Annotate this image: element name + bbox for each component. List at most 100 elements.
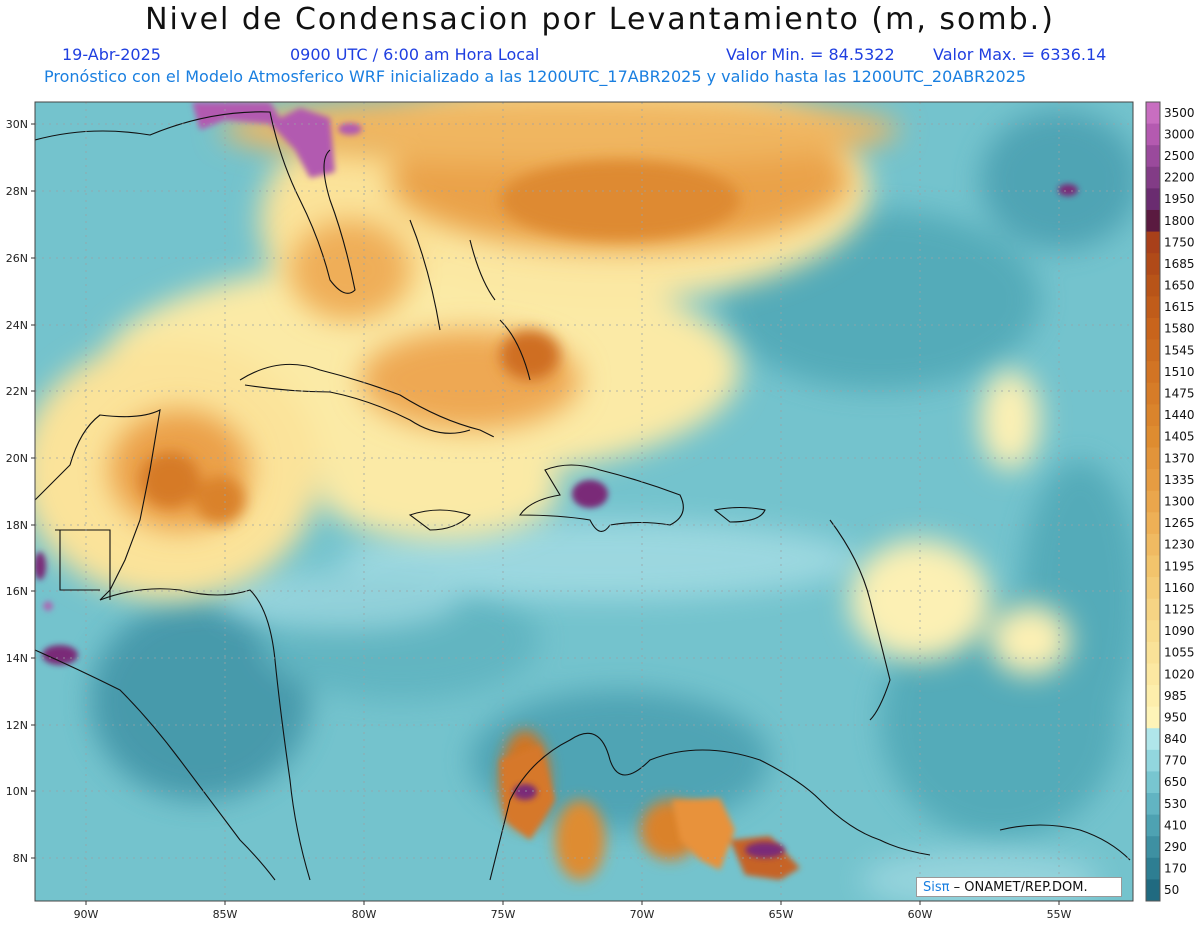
colorbar-swatch [1146, 361, 1160, 384]
lon-label-90w: 90W [74, 908, 99, 921]
colorbar-label: 1300 [1164, 495, 1195, 509]
credit-text: – ONAMET/REP.DOM. [949, 880, 1088, 895]
colorbar-label: 1685 [1164, 257, 1195, 271]
colorbar-label: 770 [1164, 754, 1187, 768]
coastlines [35, 111, 1131, 881]
colorbar-label: 290 [1164, 840, 1187, 854]
credit-box: Sisπ – ONAMET/REP.DOM. [916, 877, 1122, 897]
colorbar-swatch [1146, 317, 1160, 341]
colorbar-swatch [1146, 382, 1160, 405]
colorbar-swatch [1146, 166, 1160, 189]
colorbar-swatch [1146, 598, 1160, 621]
colorbar-label: 1335 [1164, 473, 1195, 487]
colorbar-swatch [1146, 814, 1160, 837]
colorbar-swatch [1146, 490, 1160, 513]
colorbar-label: 3000 [1164, 127, 1195, 141]
colorbar-swatch [1146, 793, 1160, 816]
lat-label-14n: 14N [6, 652, 28, 665]
lat-label-12n: 12N [6, 719, 28, 732]
colorbar-label: 1020 [1164, 667, 1195, 681]
colorbar-label: 650 [1164, 775, 1187, 789]
lat-label-8n: 8N [13, 852, 28, 865]
lat-label-26n: 26N [6, 252, 28, 265]
colorbar-swatch [1146, 836, 1160, 859]
colorbar-swatch [1146, 339, 1160, 362]
colorbar-swatch [1146, 857, 1160, 880]
colorbar-swatch [1146, 771, 1160, 794]
colorbar-swatch [1146, 620, 1160, 643]
colorbar-swatch [1146, 231, 1160, 254]
colorbar-swatch [1146, 663, 1160, 686]
colorbar-swatch [1146, 879, 1160, 902]
colorbar-label: 1055 [1164, 646, 1195, 660]
lon-label-85w: 85W [213, 908, 238, 921]
colorbar-label: 1510 [1164, 365, 1195, 379]
colorbar-swatch [1146, 685, 1160, 708]
colorbar-swatch [1146, 404, 1160, 427]
colorbar-swatch [1146, 512, 1160, 535]
colorbar-label: 170 [1164, 862, 1187, 876]
colorbar-label: 1090 [1164, 624, 1195, 638]
colorbar-frame [1145, 101, 1161, 902]
colorbar: 3500 3000 2500 2200 1950 1800 1750 1685 1650 1615… [1145, 101, 1195, 902]
colorbar-swatch [1146, 209, 1160, 233]
date-label: 19-Abr-2025 [62, 45, 161, 64]
colorbar-label: 1405 [1164, 430, 1195, 444]
lat-label-16n: 16N [6, 585, 28, 598]
page-title: Nivel de Condensacion por Levantamiento … [145, 2, 1055, 37]
lon-label-60w: 60W [908, 908, 933, 921]
colorbar-label: 3500 [1164, 106, 1195, 120]
max-value-label: Valor Max. = 6336.14 [933, 45, 1107, 64]
colorbar-swatch [1146, 555, 1160, 578]
colorbar-label: 1265 [1164, 516, 1195, 530]
min-value-label: Valor Min. = 84.5322 [726, 45, 895, 64]
colorbar-label: 1160 [1164, 581, 1195, 595]
colorbar-label: 840 [1164, 732, 1187, 746]
colorbar-swatch [1146, 123, 1160, 146]
colorbar-swatch [1146, 469, 1160, 492]
graticule [35, 102, 1133, 901]
colorbar-label: 1475 [1164, 387, 1195, 401]
axis-ticks [31, 123, 1060, 905]
lat-label-10n: 10N [6, 785, 28, 798]
lat-label-18n: 18N [6, 519, 28, 532]
latitude-labels: 30N 28N 26N 24N 22N 20N 18N 16N 14N 12N … [6, 118, 28, 865]
colorbar-label: 1545 [1164, 343, 1195, 357]
colorbar-swatch [1146, 447, 1160, 470]
colorbar-swatch [1146, 296, 1160, 319]
colorbar-label: 1230 [1164, 538, 1195, 552]
colorbar-label: 985 [1164, 689, 1187, 703]
colorbar-label: 1800 [1164, 214, 1195, 228]
colorbar-swatch [1146, 706, 1160, 729]
colorbar-label: 530 [1164, 797, 1187, 811]
colorbar-swatch [1146, 145, 1160, 168]
time-label: 0900 UTC / 6:00 am Hora Local [290, 45, 540, 64]
lon-label-65w: 65W [769, 908, 794, 921]
colorbar-swatch [1146, 533, 1160, 556]
lon-label-80w: 80W [352, 908, 377, 921]
colorbar-label: 2200 [1164, 171, 1195, 185]
lon-label-55w: 55W [1047, 908, 1072, 921]
colorbar-label: 1440 [1164, 408, 1195, 422]
colorbar-swatch [1146, 749, 1160, 772]
forecast-info: Pronóstico con el Modelo Atmosferico WRF… [44, 67, 1027, 86]
colorbar-label: 1750 [1164, 235, 1195, 249]
colorbar-label: 1650 [1164, 279, 1195, 293]
colorbar-label: 410 [1164, 818, 1187, 832]
colorbar-swatch [1146, 274, 1160, 297]
longitude-labels: 90W 85W 80W 75W 70W 65W 60W 55W [74, 908, 1072, 921]
colorbar-label: 1580 [1164, 322, 1195, 336]
colorbar-label: 50 [1164, 883, 1179, 897]
lat-label-22n: 22N [6, 385, 28, 398]
lon-label-75w: 75W [491, 908, 516, 921]
colorbar-swatch [1146, 728, 1160, 751]
lat-label-24n: 24N [6, 319, 28, 332]
colorbar-label: 1615 [1164, 300, 1195, 314]
lat-label-30n: 30N [6, 118, 28, 131]
lcl-shaded-field [35, 102, 1133, 901]
colorbar-label: 2500 [1164, 149, 1195, 163]
colorbar-label: 1125 [1164, 602, 1195, 616]
colorbar-swatch [1146, 188, 1160, 211]
colorbar-swatch [1146, 253, 1160, 276]
